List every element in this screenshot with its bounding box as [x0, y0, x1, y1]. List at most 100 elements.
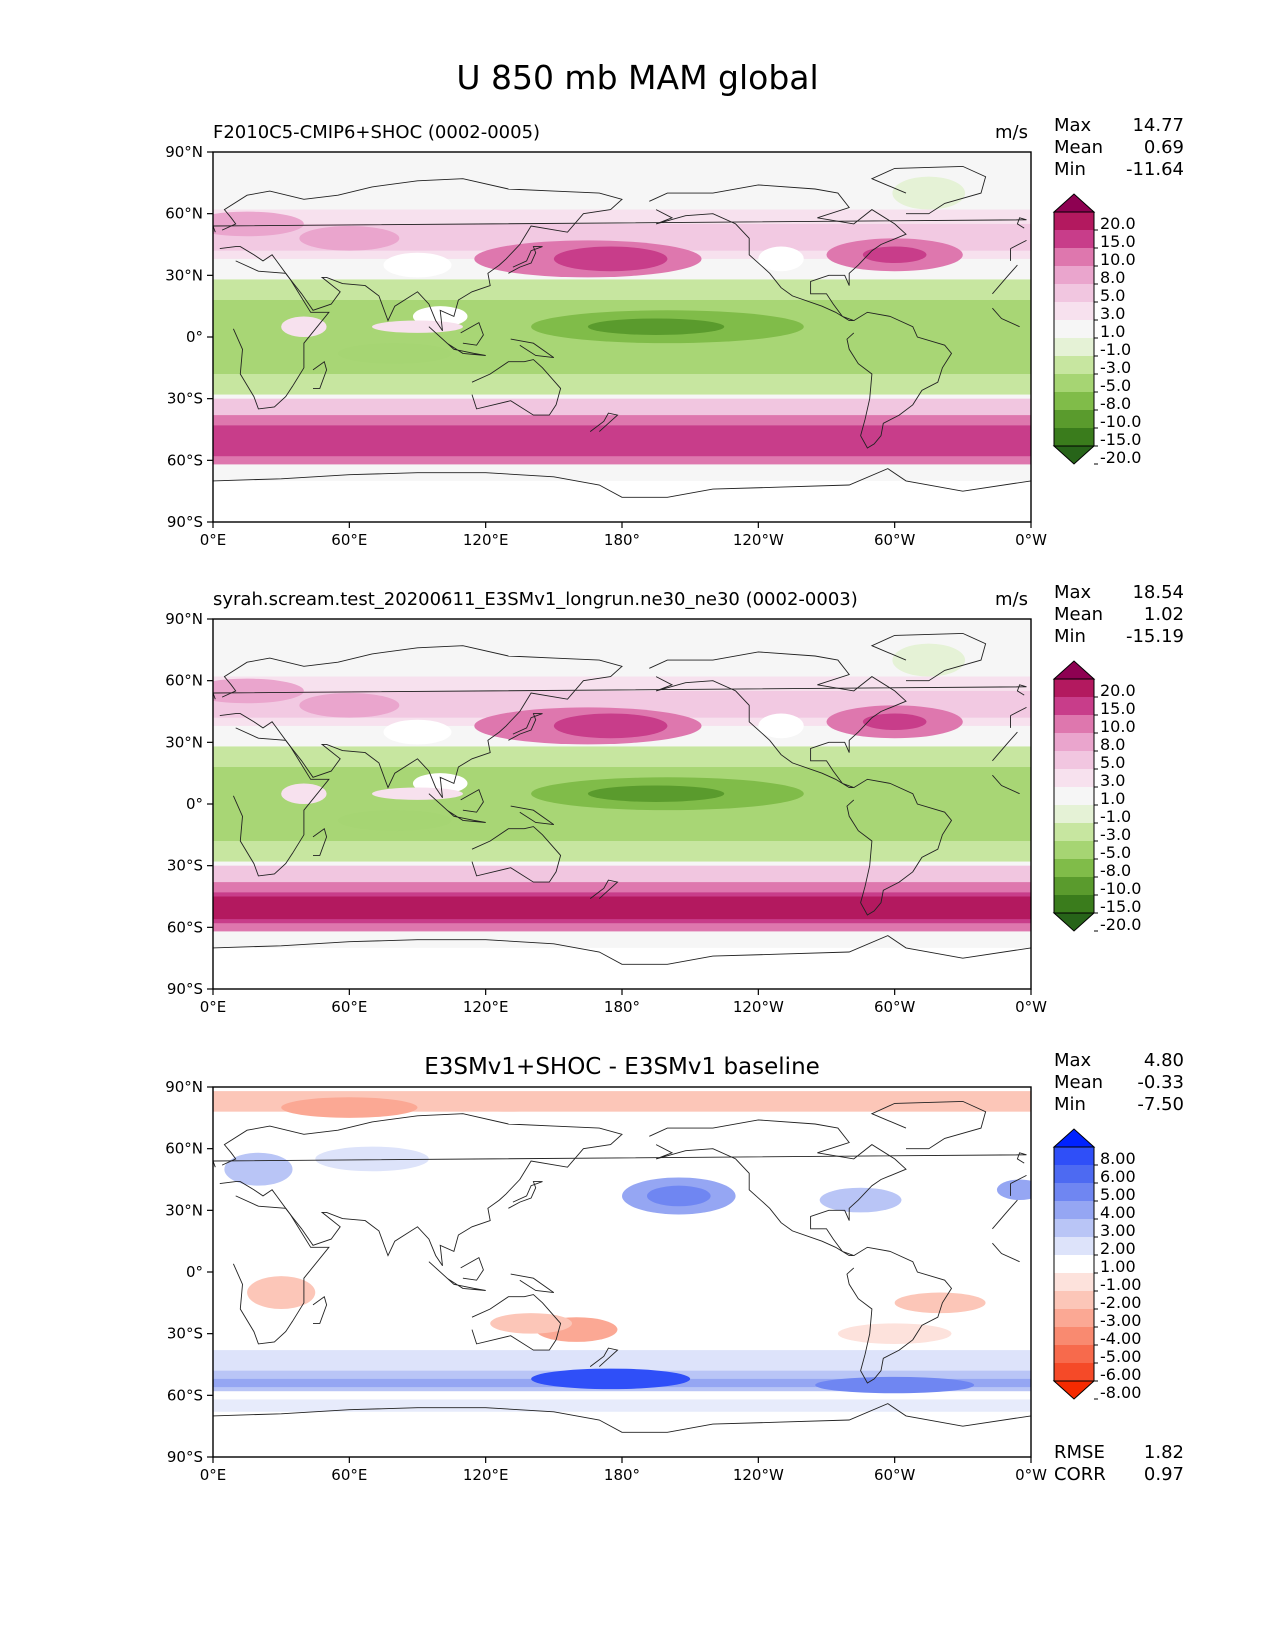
colorbar-segment [1054, 338, 1094, 356]
x-tick-label: 120°E [463, 531, 509, 549]
coastline-madagascar [312, 827, 328, 856]
colorbar-segment [1054, 1147, 1094, 1165]
stat-value: -0.33 [1137, 1072, 1184, 1093]
y-tick-label: 30°S [167, 390, 203, 408]
colorbar-segment [1054, 895, 1094, 913]
colorbar-label: -5.00 [1100, 1347, 1141, 1366]
stat-corr: CORR 0.97 [1054, 1464, 1184, 1486]
x-tick-label: 0°W [1015, 1466, 1047, 1484]
colorbar-segment [1054, 392, 1094, 410]
x-tick-label: 180° [604, 1466, 640, 1484]
stat-label: Mean [1054, 1072, 1104, 1093]
colorbar-segment [1054, 1183, 1094, 1201]
colorbar-segment [1054, 1291, 1094, 1309]
colorbar-segment [1054, 230, 1094, 248]
colorbar-extend-min [1052, 912, 1096, 932]
colorbar-extend-max [1052, 660, 1096, 680]
colorbar-label: 8.0 [1100, 268, 1125, 287]
x-tick-label: 0°E [200, 998, 227, 1016]
y-tick-label: 30°N [165, 733, 203, 751]
coastline-borneo [460, 1256, 484, 1281]
stat-value: 1.82 [1143, 1442, 1184, 1463]
stat-min: Min -7.50 [1054, 1094, 1184, 1116]
colorbar-label: 8.00 [1100, 1149, 1136, 1168]
stat-label: Min [1054, 626, 1086, 647]
colorbar-label: -5.0 [1100, 843, 1131, 862]
stat-label: Mean [1054, 604, 1104, 625]
panel-title: F2010C5-CMIP6+SHOC (0002-0005) [213, 122, 541, 143]
colorbar-segment [1054, 212, 1094, 230]
colorbar-segment [1054, 284, 1094, 302]
stat-max: Max 14.77 [1054, 115, 1184, 137]
colorbar-segment [1054, 733, 1094, 751]
stat-value: 4.80 [1143, 1050, 1184, 1071]
coastline-samerica [846, 1246, 953, 1384]
coastline-newzealand [589, 412, 619, 432]
coastline-antarctica [213, 1403, 1031, 1433]
coastline-europe_asia [219, 178, 1027, 332]
colorbar-segment [1054, 1363, 1094, 1381]
x-tick-label: 120°W [733, 531, 784, 549]
y-tick-label: 0° [186, 328, 203, 346]
colorbar-label: -20.0 [1100, 448, 1141, 467]
y-tick-label: 60°S [167, 451, 203, 469]
colorbar-label: -8.0 [1100, 394, 1131, 413]
figure-title: U 850 mb MAM global [456, 58, 819, 97]
stat-value: -7.50 [1137, 1094, 1184, 1115]
colorbar-segment [1054, 356, 1094, 374]
coastline-antarctica [213, 468, 1031, 498]
coastline-japan [508, 713, 543, 741]
colorbar-segment [1054, 841, 1094, 859]
coastline-greenland [870, 165, 987, 215]
colorbar-label: 10.0 [1100, 250, 1136, 269]
coastline-madagascar [312, 1295, 328, 1324]
colorbar-segment [1054, 1345, 1094, 1363]
colorbar-label: -8.00 [1100, 1383, 1141, 1402]
coastline-indonesia [428, 793, 486, 823]
stat-label: Min [1054, 1094, 1086, 1115]
colorbar-label: 2.00 [1100, 1239, 1136, 1258]
x-tick-label: 0°E [200, 531, 227, 549]
y-tick-label: 90°N [165, 1078, 203, 1096]
colorbar-label: 6.00 [1100, 1167, 1136, 1186]
stat-mean: Mean 1.02 [1054, 604, 1184, 626]
colorbar-segment [1054, 248, 1094, 266]
stat-label: RMSE [1054, 1442, 1105, 1463]
colorbar-segment [1054, 428, 1094, 446]
stat-min: Min -15.19 [1054, 626, 1184, 648]
y-tick-label: 60°S [167, 918, 203, 936]
stat-label: Max [1054, 582, 1092, 603]
stat-mean: Mean 0.69 [1054, 137, 1184, 159]
units-label: m/s [995, 589, 1028, 610]
y-tick-label: 30°N [165, 1201, 203, 1219]
colorbar-segment [1054, 1219, 1094, 1237]
y-tick-label: 60°S [167, 1386, 203, 1404]
coastline-namerica [649, 1119, 907, 1257]
colorbar-label: -15.0 [1100, 430, 1141, 449]
coastline-newguinea [510, 805, 555, 826]
coastline-namerica [649, 184, 907, 322]
colorbar-label: 5.0 [1100, 753, 1125, 772]
colorbar-label: -10.0 [1100, 879, 1141, 898]
x-tick-label: 0°W [1015, 531, 1047, 549]
colorbar-label: 5.00 [1100, 1185, 1136, 1204]
x-tick-label: 60°W [874, 531, 916, 549]
x-tick-label: 180° [604, 998, 640, 1016]
colorbar-segment [1054, 1255, 1094, 1273]
colorbar-label: -3.0 [1100, 358, 1131, 377]
colorbar-segment [1054, 1237, 1094, 1255]
colorbar-segment [1054, 787, 1094, 805]
colorbar-label: -4.00 [1100, 1329, 1141, 1348]
x-tick-label: 60°W [874, 1466, 916, 1484]
stat-value: 14.77 [1132, 115, 1184, 136]
units-label: m/s [995, 122, 1028, 143]
x-tick-label: 0°W [1015, 998, 1047, 1016]
coastline-madagascar [312, 360, 328, 389]
stat-value: 1.02 [1143, 604, 1184, 625]
stat-label: Mean [1054, 137, 1104, 158]
coastline-borneo [460, 321, 484, 346]
coastline-borneo [460, 788, 484, 813]
x-tick-label: 120°E [463, 1466, 509, 1484]
coastline-australia [471, 359, 562, 416]
colorbar-label: -6.00 [1100, 1365, 1141, 1384]
